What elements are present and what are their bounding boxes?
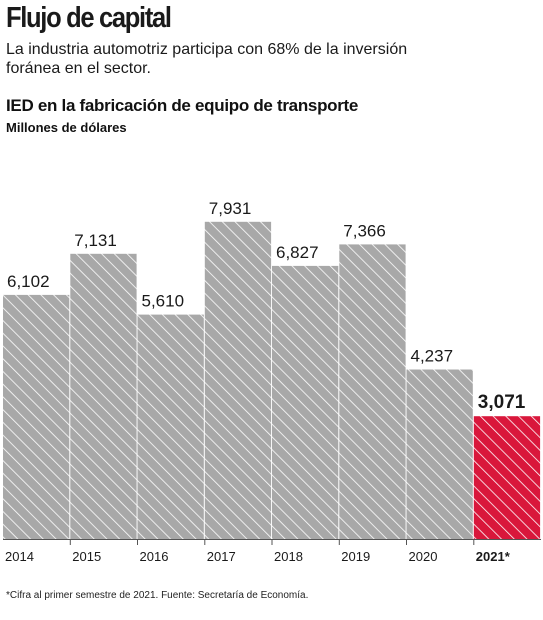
- category-label-2021: 2021*: [476, 549, 511, 564]
- page-title: Flujo de capital: [6, 2, 172, 34]
- value-label-2020: 4,237: [411, 347, 454, 366]
- value-label-2018: 6,827: [276, 243, 319, 262]
- bar-2021: [473, 416, 541, 539]
- category-label-2018: 2018: [274, 549, 303, 564]
- bar-2017: [204, 221, 272, 540]
- value-label-2016: 5,610: [142, 292, 185, 311]
- x-axis-layer: 2014 2015 2016 2017 2018 2019 2020 2021*: [3, 539, 541, 564]
- value-label-2014: 6,102: [7, 272, 50, 291]
- bar-2016: [137, 314, 204, 539]
- bar-2018: [272, 265, 339, 539]
- bar-2014: [3, 294, 70, 539]
- chart-unit-label: Millones de dólares: [6, 120, 127, 135]
- chart-title: IED en la fabricación de equipo de trans…: [6, 96, 359, 115]
- category-label-2015: 2015: [72, 549, 101, 564]
- category-label-2016: 2016: [140, 549, 169, 564]
- value-label-2015: 7,131: [74, 231, 117, 250]
- bar-2019: [339, 244, 406, 539]
- bar-2020: [406, 369, 473, 539]
- bars-layer: [3, 221, 541, 540]
- value-labels-layer: 6,102 7,131 5,610 7,931 6,827 7,366 4,237 3,071: [7, 199, 526, 413]
- footnote: *Cifra al primer semestre de 2021. Fuent…: [6, 590, 309, 601]
- page-subtitle: La industria automotriz participa con 68…: [6, 41, 408, 77]
- value-label-2021: 3,071: [478, 392, 526, 413]
- category-label-2020: 2020: [409, 549, 438, 564]
- value-label-2017: 7,931: [209, 199, 252, 218]
- value-label-2019: 7,366: [343, 221, 386, 240]
- category-label-2014: 2014: [5, 549, 34, 564]
- category-label-2017: 2017: [207, 549, 236, 564]
- bar-2015: [70, 253, 137, 540]
- category-label-2019: 2019: [341, 549, 370, 564]
